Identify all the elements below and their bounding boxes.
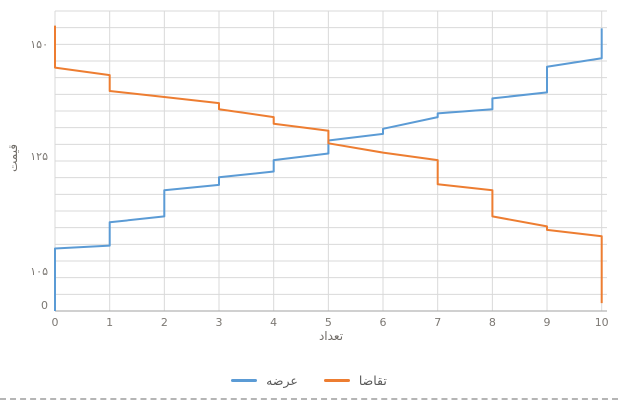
demand-line-swatch [323, 378, 350, 382]
supply-legend-label: عرضه [266, 372, 298, 388]
x-tick-label: 1 [106, 316, 113, 329]
x-tick-label: 6 [380, 316, 387, 329]
y-axis-title: قیمت [6, 144, 20, 172]
x-tick-label: 5 [325, 316, 332, 329]
y-tick-label: 0 [41, 299, 48, 312]
chart-legend: عرضه تقاضا [0, 366, 618, 394]
chart-svg: 0 1 2 3 4 5 6 7 8 9 10 ۱۵۰ ۱۲۵ ۱۰۵ 0 تعداد قیمت [6, 10, 609, 343]
x-tick-label: 7 [434, 316, 441, 329]
y-tick-label: ۱۰۵ [30, 265, 48, 278]
x-axis-title: تعداد [319, 329, 343, 343]
ticks-layer: 0 1 2 3 4 5 6 7 8 9 10 ۱۵۰ ۱۲۵ ۱۰۵ 0 [30, 38, 608, 329]
x-tick-label: 9 [544, 316, 551, 329]
x-tick-label: 10 [595, 316, 609, 329]
supply-line-swatch [231, 378, 258, 382]
dashed-divider [0, 398, 618, 400]
x-tick-label: 3 [216, 316, 223, 329]
supply-line [54, 28, 603, 311]
x-tick-label: 8 [489, 316, 496, 329]
grid-layer [54, 10, 607, 312]
x-tick-label: 4 [270, 316, 277, 329]
series-layer [54, 25, 603, 311]
demand-legend-label: تقاضا [358, 372, 387, 388]
demand-line [54, 25, 603, 304]
y-tick-label: ۱۲۵ [30, 150, 48, 163]
legend-item-supply[interactable]: عرضه [231, 373, 298, 388]
y-tick-label: ۱۵۰ [30, 38, 48, 51]
legend-item-demand[interactable]: تقاضا [323, 372, 387, 388]
x-tick-label: 2 [161, 316, 168, 329]
x-tick-label: 0 [52, 316, 59, 329]
